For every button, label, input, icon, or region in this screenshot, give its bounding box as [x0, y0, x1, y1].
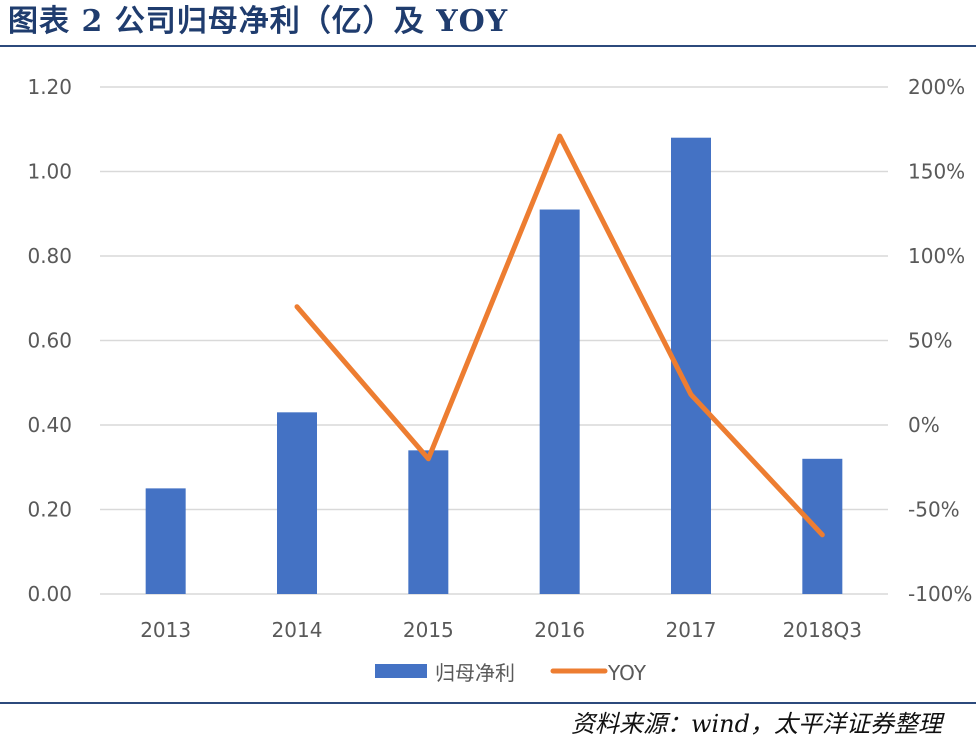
bar	[277, 412, 317, 594]
legend-label: YOY	[607, 661, 647, 685]
source-note: 资料来源：wind，太平洋证券整理	[570, 710, 942, 738]
y-right-tick-label: 200%	[908, 75, 965, 99]
y-left-tick-label: 0.80	[27, 244, 72, 268]
legend-swatch-bar	[375, 664, 427, 678]
y-left-tick-label: 0.20	[27, 498, 72, 522]
y-left-tick-label: 1.00	[27, 160, 72, 184]
x-tick-label: 2013	[140, 618, 191, 642]
footer-divider	[0, 702, 976, 704]
bar	[145, 488, 186, 594]
chart-title: 图表 2 公司归母净利（亿）及 YOY	[8, 4, 509, 39]
x-tick-label: 2016	[534, 618, 585, 642]
y-right-tick-label: 0%	[908, 413, 940, 437]
y-left-tick-label: 0.60	[27, 329, 72, 353]
x-tick-label: 2015	[403, 618, 454, 642]
y-right-tick-label: -100%	[908, 582, 972, 606]
y-left-tick-label: 1.20	[27, 75, 72, 99]
y-left-tick-label: 0.00	[27, 582, 72, 606]
title-divider	[0, 45, 976, 47]
legend-label: 归母净利	[435, 661, 515, 685]
bar	[539, 209, 580, 594]
bar	[408, 450, 449, 594]
x-tick-label: 2014	[272, 618, 323, 642]
y-right-tick-label: 100%	[908, 244, 965, 268]
bar	[802, 458, 843, 594]
y-right-tick-label: 50%	[908, 329, 952, 353]
y-left-tick-label: 0.40	[27, 413, 72, 437]
y-right-tick-label: -50%	[908, 498, 960, 522]
x-tick-label: 2017	[666, 618, 717, 642]
yoy-line	[294, 133, 825, 538]
x-tick-label: 2018Q3	[783, 618, 862, 642]
y-right-tick-label: 150%	[908, 160, 965, 184]
